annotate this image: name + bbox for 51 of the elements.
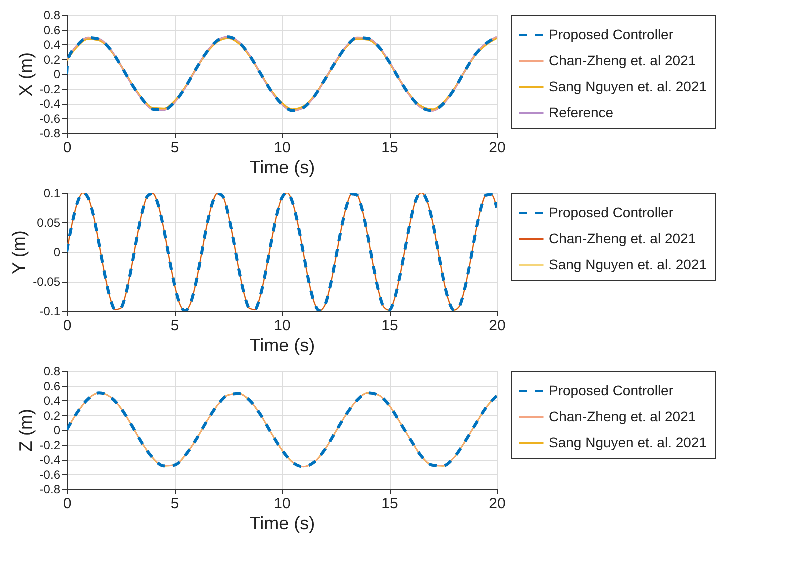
legend-label: Proposed Controller	[549, 382, 674, 398]
x-tick-label: 15	[382, 496, 398, 512]
y-tick-label: 0.4	[44, 394, 61, 408]
x-tick-label: 5	[170, 140, 180, 156]
legend-label: Sang Nguyen et. al. 2021	[549, 434, 708, 450]
y-tick-label: -0.6	[40, 112, 61, 126]
y-tick-label: 0.6	[44, 23, 61, 38]
x-tick-label: 10	[274, 496, 291, 512]
legend-label: Sang Nguyen et. al. 2021	[549, 256, 708, 272]
y-tick-label: 0.4	[44, 38, 61, 52]
x-tick-label: 20	[489, 318, 506, 334]
y-tick-label: -0.4	[40, 453, 61, 467]
y-tick-label: -0.1	[40, 304, 61, 318]
y-tick-label: 0.8	[44, 364, 61, 378]
y-tick-label: -0.8	[40, 482, 61, 496]
y-tick-label: 0	[54, 68, 61, 82]
x-tick-label: 5	[170, 496, 180, 512]
y-tick-label: -0.2	[40, 438, 61, 452]
y-tick-label: 0.6	[44, 379, 61, 394]
y-tick-label: 0.8	[44, 8, 61, 22]
y-tick-label: 0.05	[37, 216, 61, 230]
legend-label: Chan-Zheng et. al 2021	[549, 408, 696, 424]
y-tick-label: -0.8	[40, 126, 61, 140]
y-tick-label: -0.2	[40, 82, 61, 96]
x-tick-label: 15	[382, 140, 398, 156]
x-tick-label: 10	[274, 140, 291, 156]
x-tick-label: 10	[274, 318, 291, 334]
x-axis-title: Time (s)	[250, 158, 316, 178]
x-tick-label: 20	[489, 496, 506, 512]
y-tick-label: 0.2	[44, 52, 61, 67]
y-tick-label: 0	[54, 424, 61, 438]
y-axis-title: Z (m)	[16, 409, 36, 452]
y-axis-title: Y (m)	[9, 230, 30, 274]
y-tick-label: -0.6	[40, 468, 61, 482]
legend-label: Reference	[549, 104, 614, 120]
y-axis-title: X (m)	[16, 52, 36, 96]
legend-label: Sang Nguyen et. al. 2021	[549, 78, 708, 94]
y-tick-label: 0.1	[44, 186, 61, 200]
x-tick-label: 5	[170, 318, 180, 334]
x-tick-label: 20	[489, 140, 506, 156]
y-tick-label: -0.4	[40, 97, 61, 111]
y-tick-label: 0.2	[44, 408, 61, 423]
legend-label: Chan-Zheng et. al 2021	[549, 230, 696, 246]
legend-label: Chan-Zheng et. al 2021	[549, 52, 696, 68]
text: Proposed Controller	[549, 204, 674, 220]
x-axis-title: Time (s)	[250, 336, 316, 356]
y-tick-label: 0	[54, 246, 61, 260]
y-tick-label: -0.05	[33, 275, 61, 289]
x-tick-label: 15	[382, 318, 398, 334]
legend-label: Proposed Controller	[549, 26, 674, 42]
x-axis-title: Time (s)	[250, 514, 316, 534]
